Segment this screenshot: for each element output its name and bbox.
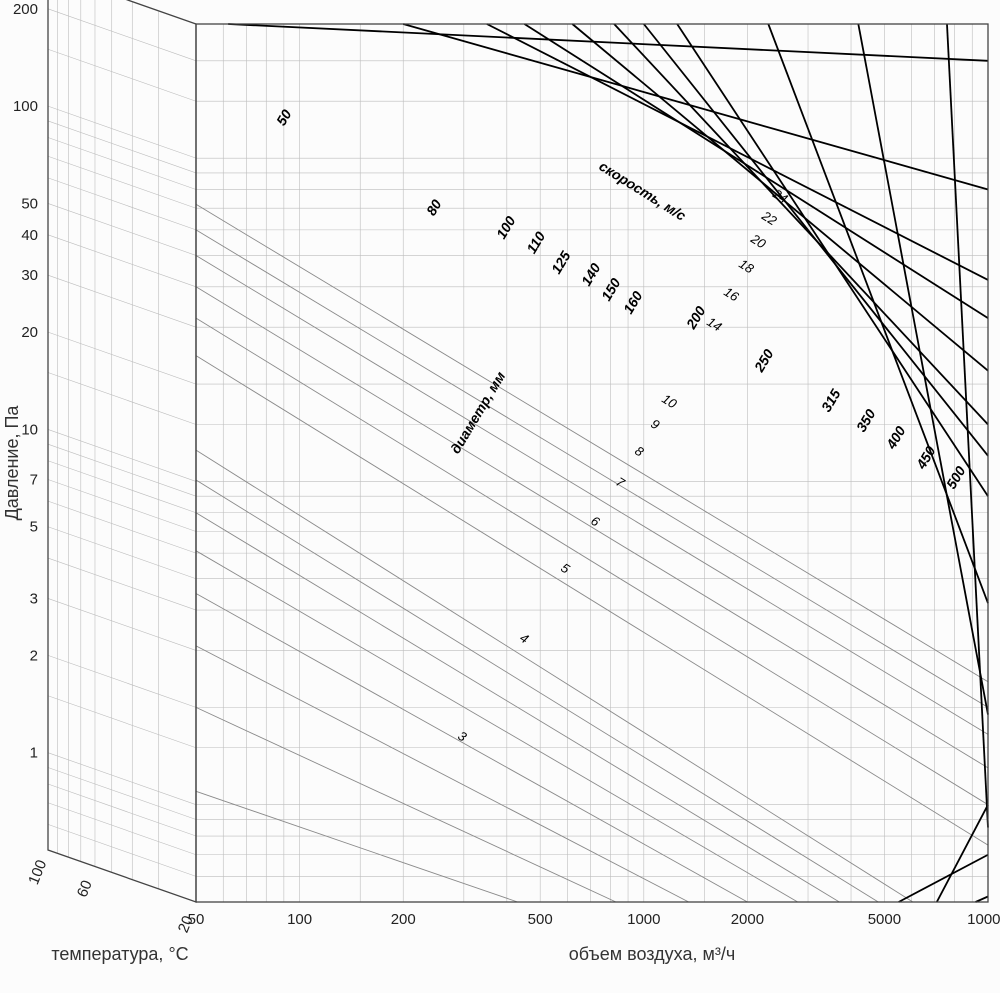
- y-tick: 1: [30, 745, 38, 762]
- y-tick: 20: [21, 324, 38, 341]
- y-tick: 2: [30, 647, 38, 664]
- y-axis-label: Давление, Па: [2, 405, 22, 521]
- y-tick: 3: [30, 590, 38, 607]
- x-tick: 10000: [967, 911, 1000, 928]
- y-tick: 40: [21, 227, 38, 244]
- y-tick: 7: [30, 471, 38, 488]
- temp-axis-label: температура, °C: [51, 944, 188, 964]
- x-tick: 100: [287, 911, 312, 928]
- x-tick: 2000: [731, 911, 764, 928]
- y-tick: 50: [21, 195, 38, 212]
- x-tick: 1000: [627, 911, 660, 928]
- x-tick: 500: [528, 911, 553, 928]
- y-tick: 5: [30, 519, 38, 536]
- x-tick: 200: [391, 911, 416, 928]
- nomogram-chart: 50 100 200 500 1000 2000 5000 10000 1 2 3 5 7 10 20 30 4…: [0, 0, 1000, 993]
- x-axis-label: объем воздуха, м³/ч: [569, 944, 735, 964]
- x-tick: 5000: [868, 911, 901, 928]
- y-tick: 30: [21, 267, 38, 284]
- y-tick: 10: [21, 421, 38, 438]
- y-tick: 100: [13, 98, 38, 115]
- y-tick: 200: [13, 1, 38, 18]
